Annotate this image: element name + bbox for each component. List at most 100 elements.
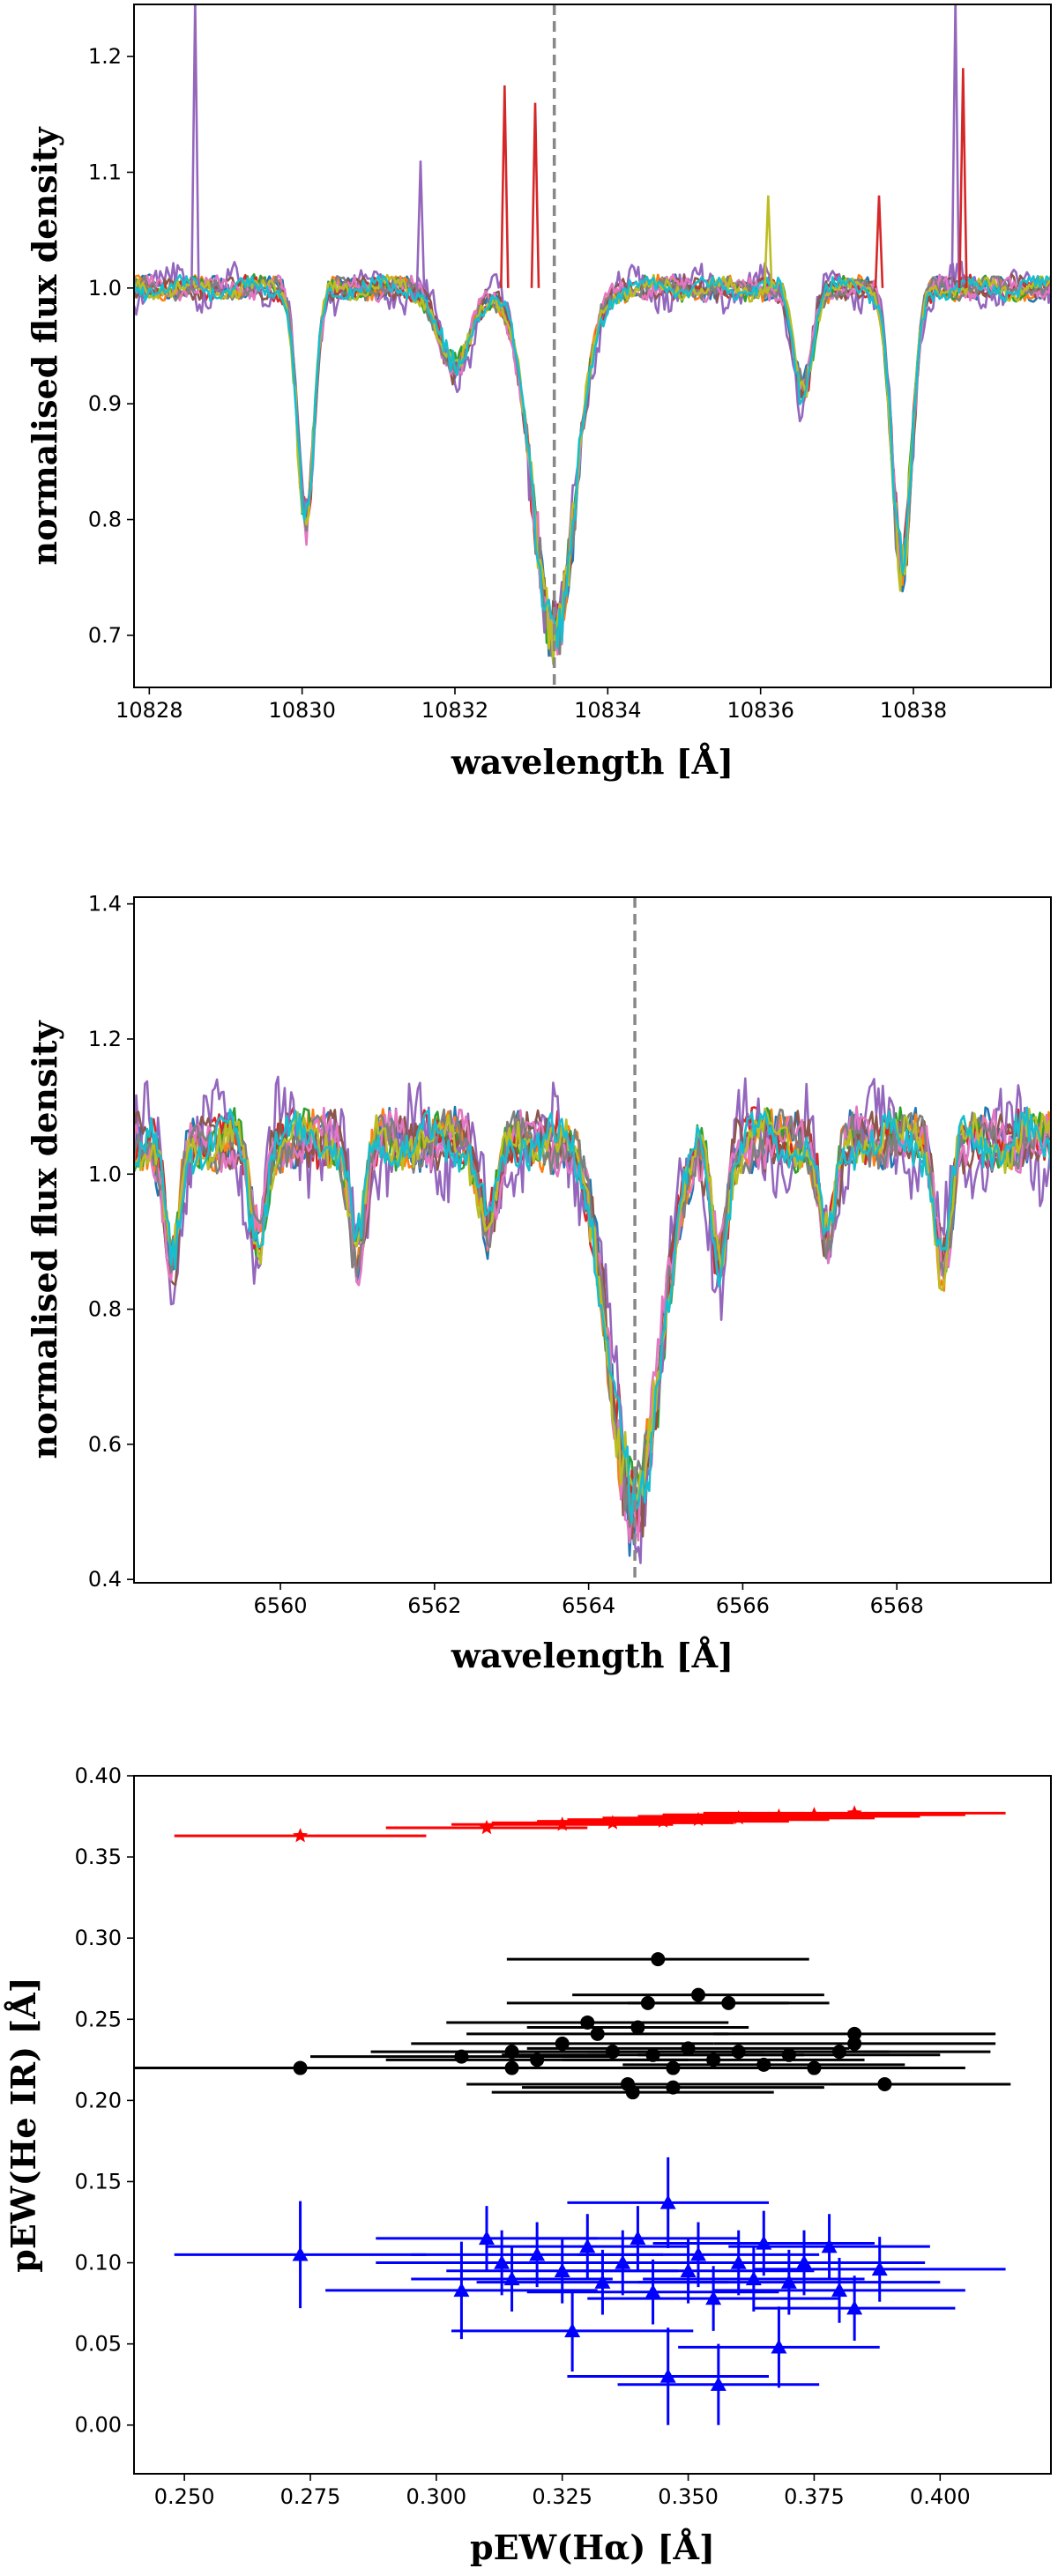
data-point-triangle xyxy=(292,2246,309,2261)
data-point-circle xyxy=(781,2047,796,2062)
data-point-star xyxy=(293,1828,309,1843)
spectrum-spike xyxy=(190,4,200,288)
data-point-triangle xyxy=(659,2368,676,2383)
x-tick-label: 10830 xyxy=(268,698,335,723)
spectrum-spike xyxy=(415,160,426,288)
panel-1-x-axis: 10828 10830 10832 10834 10836 10838 xyxy=(115,687,947,723)
data-point-star xyxy=(479,1819,495,1835)
spectrum-line xyxy=(134,273,1051,650)
data-point-triangle xyxy=(659,2194,676,2209)
spectrum-line xyxy=(134,273,1051,656)
data-point-triangle xyxy=(579,2238,596,2253)
y-tick-label: 1.2 xyxy=(88,44,122,69)
data-point-triangle xyxy=(494,2254,510,2269)
x-tick-label: 10838 xyxy=(880,698,947,723)
data-point-triangle xyxy=(479,2230,495,2246)
data-point-triangle xyxy=(780,2274,797,2289)
y-tick-label: 1.2 xyxy=(88,1027,122,1051)
data-point-circle xyxy=(454,2049,469,2064)
panel-3-x-axis-label: pEW(Hα) [Å] xyxy=(470,2528,715,2567)
x-tick-label: 6568 xyxy=(870,1593,924,1618)
spectrum-spike xyxy=(874,195,884,288)
x-tick-label: 0.400 xyxy=(910,2484,971,2509)
panel-2-y-axis-label: normalised flux density xyxy=(25,1021,64,1459)
data-point-triangle xyxy=(705,2290,722,2305)
data-point-triangle xyxy=(529,2246,546,2261)
data-point-triangle xyxy=(745,2270,762,2286)
x-tick-label: 6564 xyxy=(562,1593,615,1618)
spectrum-spike xyxy=(500,85,510,288)
panel-1-spectra xyxy=(134,4,1051,687)
spectrum-line xyxy=(134,273,1051,665)
data-point-triangle xyxy=(796,2254,812,2269)
panel-2-x-axis-label: wavelength [Å] xyxy=(451,1636,734,1675)
y-tick-label: 0.15 xyxy=(75,2169,122,2194)
panel-3-scatter xyxy=(134,1805,1011,2425)
spectrum-line xyxy=(134,1106,1051,1524)
data-point-circle xyxy=(807,2060,822,2075)
x-tick-label: 10832 xyxy=(421,698,488,723)
x-tick-label: 6566 xyxy=(716,1593,770,1618)
data-point-circle xyxy=(681,2041,696,2056)
data-point-circle xyxy=(877,2076,892,2091)
x-tick-label: 0.375 xyxy=(784,2484,845,2509)
spectrum-line xyxy=(134,273,1051,656)
panel-2-y-axis: 0.4 0.6 0.8 1.0 1.2 1.4 xyxy=(88,892,134,1592)
data-point-circle xyxy=(731,2045,746,2060)
spectrum-spike xyxy=(958,68,968,288)
x-tick-label: 10836 xyxy=(726,698,794,723)
data-point-circle xyxy=(504,2060,519,2075)
spectrum-line xyxy=(134,273,1051,656)
y-tick-label: 1.0 xyxy=(88,276,122,301)
panel-1-frame xyxy=(133,4,1052,688)
panel-3: 0.250 0.275 0.300 0.325 0.350 0.375 0.400 0.00… xyxy=(4,1763,1052,2567)
data-point-circle xyxy=(530,2053,545,2067)
panel-3-x-axis: 0.250 0.275 0.300 0.325 0.350 0.375 0.400 xyxy=(154,2474,971,2509)
x-tick-label: 0.350 xyxy=(658,2484,719,2509)
data-point-circle xyxy=(630,2020,645,2035)
y-tick-label: 0.05 xyxy=(75,2332,122,2357)
data-point-star xyxy=(731,1809,747,1825)
y-tick-label: 0.30 xyxy=(75,1926,122,1950)
data-point-circle xyxy=(666,2080,681,2095)
y-tick-label: 0.10 xyxy=(75,2251,122,2275)
y-tick-label: 1.0 xyxy=(88,1162,122,1186)
data-point-circle xyxy=(293,2060,308,2075)
x-tick-label: 6560 xyxy=(254,1593,308,1618)
spectrum-line xyxy=(134,274,1051,657)
spectrum-spike xyxy=(530,102,540,288)
data-point-triangle xyxy=(710,2376,726,2391)
data-point-circle xyxy=(605,2045,620,2060)
x-tick-label: 10834 xyxy=(574,698,641,723)
data-point-triangle xyxy=(554,2262,570,2277)
data-point-triangle xyxy=(846,2300,863,2315)
panel-2-x-axis: 6560 6562 6564 6566 6568 xyxy=(254,1583,924,1618)
y-tick-label: 0.35 xyxy=(75,1845,122,1869)
y-tick-label: 1.4 xyxy=(88,892,122,917)
y-tick-label: 0.8 xyxy=(88,508,122,532)
data-point-triangle xyxy=(453,2282,470,2298)
data-point-triangle xyxy=(680,2262,697,2277)
panel-2-frame xyxy=(133,896,1052,1584)
data-point-circle xyxy=(832,2045,846,2060)
panel-1-y-axis-label: normalised flux density xyxy=(25,127,64,566)
x-tick-label: 6562 xyxy=(407,1593,461,1618)
data-point-triangle xyxy=(503,2270,520,2286)
panel-3-y-axis-label: pEW(He IR) [Å] xyxy=(4,1977,43,2273)
data-point-circle xyxy=(706,2053,721,2067)
panel-2-spectra xyxy=(134,897,1051,1583)
panel-3-y-axis: 0.00 0.05 0.10 0.15 0.20 0.25 0.30 0.35 0.40 xyxy=(75,1763,134,2438)
data-point-triangle xyxy=(690,2246,706,2261)
y-tick-label: 0.8 xyxy=(88,1297,122,1322)
data-point-triangle xyxy=(630,2230,646,2246)
x-tick-label: 10828 xyxy=(115,698,183,723)
panel-1-x-axis-label: wavelength [Å] xyxy=(451,742,734,782)
data-point-circle xyxy=(640,1995,655,2010)
data-point-triangle xyxy=(594,2274,611,2289)
panel-1-y-axis: 0.7 0.8 0.9 1.0 1.1 1.2 xyxy=(88,44,134,648)
data-point-triangle xyxy=(756,2235,772,2250)
y-tick-label: 0.00 xyxy=(75,2413,122,2438)
data-point-circle xyxy=(666,2060,681,2075)
data-point-triangle xyxy=(564,2322,581,2338)
